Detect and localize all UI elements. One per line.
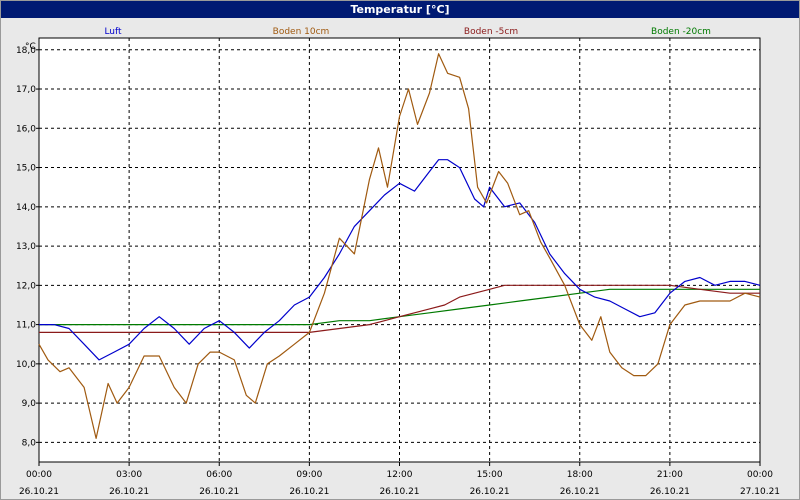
x-tick-time-label: 03:00 [116, 470, 142, 480]
x-tick-date-label: 26.10.21 [199, 487, 239, 497]
x-tick-time-label: 18:00 [567, 470, 593, 480]
x-tick-time-label: 00:00 [747, 470, 773, 480]
x-tick-date-label: 26.10.21 [379, 487, 419, 497]
x-tick-date-label: 26.10.21 [109, 487, 149, 497]
legend-entry: Boden -5cm [464, 27, 518, 37]
x-tick-date-label: 27.10.21 [740, 487, 780, 497]
x-tick-time-label: 15:00 [477, 470, 503, 480]
legend-entry: Boden 10cm [273, 27, 330, 37]
series-line-0 [39, 159, 761, 361]
y-tick-label: 15,0 [16, 164, 36, 174]
x-tick-date-label: 26.10.21 [470, 487, 510, 497]
y-tick-label: 18,0 [16, 46, 36, 56]
x-tick-date-label: 26.10.21 [560, 487, 600, 497]
y-axis: 8,0 9,0 10,0 11,0 12,0 13,0 14,0 15,0 16,0 17,0 18… [16, 46, 39, 448]
legend: Luft Boden 10cm Boden -5cm Boden -20cm [104, 27, 711, 37]
y-tick-label: 16,0 [16, 124, 36, 134]
y-tick-label: 9,0 [22, 399, 37, 409]
series-lines [38, 53, 761, 439]
x-tick-time-label: 06:00 [206, 470, 232, 480]
x-tick-date-label: 26.10.21 [289, 487, 329, 497]
y-axis-unit: °C [25, 42, 36, 52]
x-axis: 00:00 26.10.21 03:00 26.10.21 06:00 26.10.21 0… [19, 462, 780, 497]
chart-title: Temperatur [°C] [1, 1, 799, 18]
y-tick-label: 12,0 [16, 281, 36, 291]
legend-entry: Luft [104, 27, 122, 37]
series-line-2 [39, 284, 760, 333]
x-tick-date-label: 26.10.21 [650, 487, 690, 497]
y-tick-label: 13,0 [16, 242, 36, 252]
y-tick-label: 8,0 [22, 438, 37, 448]
y-tick-label: 14,0 [16, 203, 36, 213]
series-line-1 [38, 53, 761, 439]
y-tick-label: 17,0 [16, 85, 36, 95]
legend-entry: Boden -20cm [651, 27, 711, 37]
x-tick-time-label: 00:00 [26, 470, 52, 480]
x-tick-date-label: 26.10.21 [19, 487, 59, 497]
x-tick-time-label: 21:00 [657, 470, 683, 480]
y-tick-label: 11,0 [16, 321, 36, 331]
y-tick-label: 10,0 [16, 360, 36, 370]
x-tick-time-label: 12:00 [387, 470, 413, 480]
x-tick-time-label: 09:00 [296, 470, 322, 480]
